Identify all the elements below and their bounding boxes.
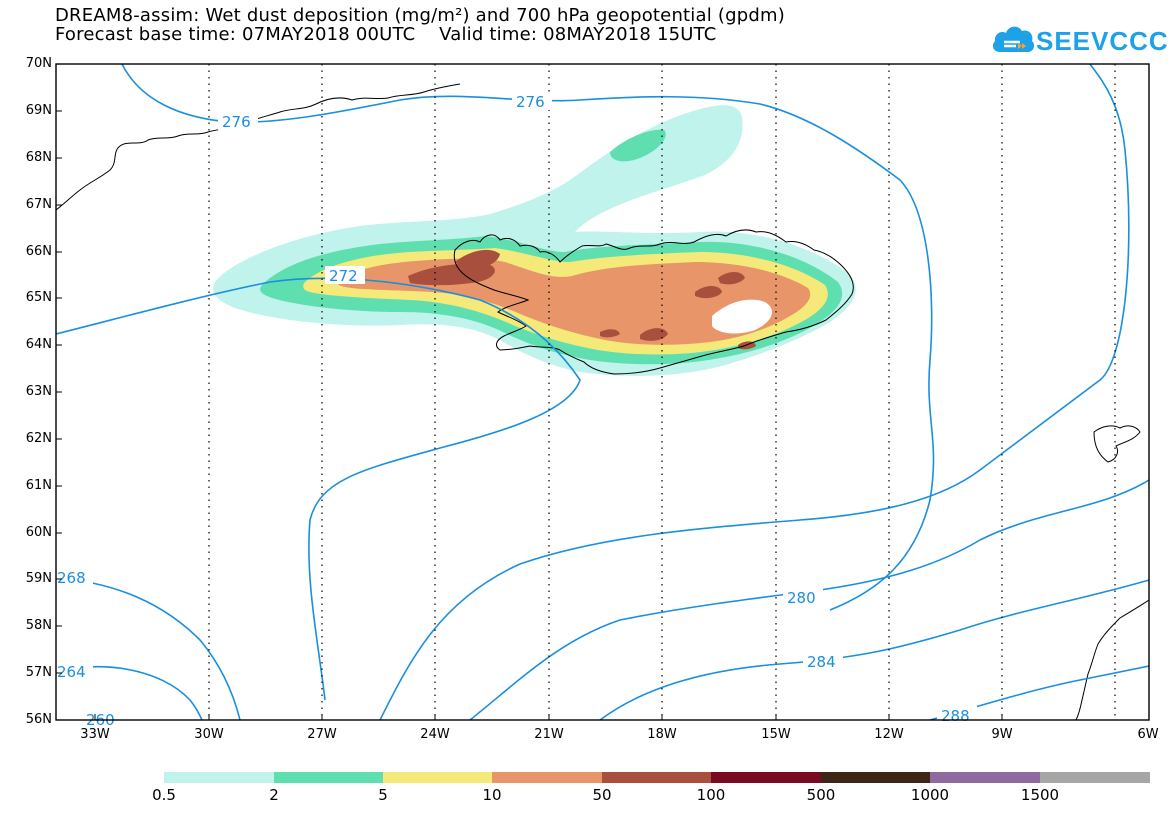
colorbar-tick-10: 10 <box>482 786 502 804</box>
colorbar-segment-5 <box>602 772 711 783</box>
colorbar-segment-3 <box>383 772 492 783</box>
lon-label-6w: 6W <box>1137 727 1159 742</box>
colorbar-tick-1000: 1000 <box>910 786 950 804</box>
lat-label-59n: 59N <box>25 571 52 586</box>
contour-272 <box>56 277 581 701</box>
lon-label-27w: 27W <box>307 727 337 742</box>
colorbar-tick-2: 2 <box>269 786 279 804</box>
contour-labels: 276 276 272 268 264 260 280 284 288 <box>53 92 977 729</box>
contour-268 <box>56 577 241 720</box>
lat-label-65n: 65N <box>25 290 52 305</box>
colorbar-tick-0-5: 0.5 <box>152 786 176 804</box>
seevccc-logo: SEEVCCC <box>990 14 1170 60</box>
scotland-coastline <box>1075 599 1149 720</box>
lat-label-69n: 69N <box>25 103 52 118</box>
lon-label-12w: 12W <box>874 727 904 742</box>
colorbar-segment-2 <box>274 772 383 783</box>
contour-label-284: 284 <box>807 653 836 671</box>
lon-label-15w: 15W <box>761 727 791 742</box>
colorbar-tick-1500: 1500 <box>1020 786 1060 804</box>
lon-label-18w: 18W <box>647 727 677 742</box>
colorbar-segment-7 <box>821 772 930 783</box>
colorbar-tick-5: 5 <box>378 786 388 804</box>
colorbar-tick-50: 50 <box>592 786 612 804</box>
contour-276 <box>121 64 935 611</box>
colorbar-segment-9 <box>1040 772 1150 783</box>
lon-label-33w: 33W <box>80 727 110 742</box>
colorbar-segment-8 <box>930 772 1040 783</box>
contour-288 <box>599 579 1149 720</box>
lat-label-66n: 66N <box>25 244 52 259</box>
contour-label-288: 288 <box>941 707 970 725</box>
meridian-gridlines <box>208 64 1116 720</box>
lat-label-56n: 56N <box>25 712 52 727</box>
lat-label-60n: 60N <box>25 525 52 540</box>
colorbar-segment-6 <box>711 772 821 783</box>
map-subtitle-times: Forecast base time: 07MAY2018 00UTC Vali… <box>55 24 717 45</box>
lat-label-63n: 63N <box>25 384 52 399</box>
contour-280 <box>379 64 1130 720</box>
faroe-islands <box>1093 425 1141 463</box>
contour-label-264: 264 <box>57 663 86 681</box>
greenland-coastline <box>56 83 461 211</box>
cloud-icon <box>992 26 1035 52</box>
lat-label-68n: 68N <box>25 150 52 165</box>
logo-text: SEEVCCC <box>1036 26 1169 56</box>
lon-label-21w: 21W <box>534 727 564 742</box>
iceland-coastline <box>453 229 854 375</box>
contour-label-276-east: 276 <box>516 93 545 111</box>
lat-label-62n: 62N <box>25 431 52 446</box>
lat-label-70n: 70N <box>25 56 52 71</box>
dust-deposition-field <box>213 105 856 376</box>
colorbar-segment-4 <box>492 772 602 783</box>
contour-label-272: 272 <box>329 267 358 285</box>
contour-label-280: 280 <box>787 589 816 607</box>
map-title: DREAM8-assim: Wet dust deposition (mg/m²… <box>55 5 785 26</box>
lat-label-61n: 61N <box>25 478 52 493</box>
lon-label-30w: 30W <box>194 727 224 742</box>
contour-label-276-west: 276 <box>222 113 251 131</box>
lon-label-9w: 9W <box>991 727 1013 742</box>
lon-label-24w: 24W <box>420 727 450 742</box>
colorbar-segment-1 <box>164 772 274 783</box>
lat-label-67n: 67N <box>25 197 52 212</box>
lat-label-58n: 58N <box>25 618 52 633</box>
contour-label-268: 268 <box>57 569 86 587</box>
lat-label-64n: 64N <box>25 337 52 352</box>
lat-label-57n: 57N <box>25 665 52 680</box>
colorbar-tick-500: 500 <box>806 786 836 804</box>
colorbar-tick-100: 100 <box>696 786 726 804</box>
axis-ticks <box>56 63 1003 721</box>
